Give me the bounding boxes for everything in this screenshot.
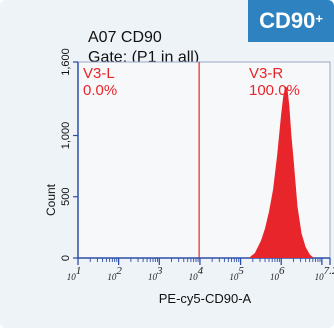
x-tick-label: 101 (67, 265, 82, 282)
badge-superscript: + (315, 10, 323, 26)
gate-left-percent: 0.0% (83, 82, 117, 99)
x-axis-ticks: 101 102 103 104 105 106 107.2 (67, 258, 334, 282)
x-tick-label: 102 (107, 265, 122, 282)
x-tick-label: 106 (270, 265, 285, 282)
y-axis-label: Count (44, 183, 58, 216)
cd90-positive-badge: CD90 + (248, 0, 334, 42)
x-axis-label: PE-cy5-CD90-A (159, 291, 252, 306)
x-tick-label: 107.2 (315, 265, 334, 282)
x-tick-label: 104 (189, 265, 204, 282)
y-tick-label: 500 (60, 188, 72, 206)
badge-text: CD90 (259, 8, 316, 33)
chart-title-sample: A07 CD90 (88, 29, 162, 46)
y-tick-label: 1,600 (60, 48, 72, 76)
x-tick-label: 105 (229, 265, 244, 282)
gate-right-percent: 100.0% (249, 82, 300, 99)
x-tick-label: 103 (148, 265, 163, 282)
histogram-area (248, 86, 314, 258)
gate-left-name: V3-L (83, 65, 115, 82)
y-tick-label: 1,000 (60, 122, 72, 150)
gate-right-name: V3-R (249, 65, 283, 82)
y-tick-label: 0 (60, 255, 72, 261)
y-axis-ticks: 0 500 1,000 1,600 (60, 48, 78, 261)
